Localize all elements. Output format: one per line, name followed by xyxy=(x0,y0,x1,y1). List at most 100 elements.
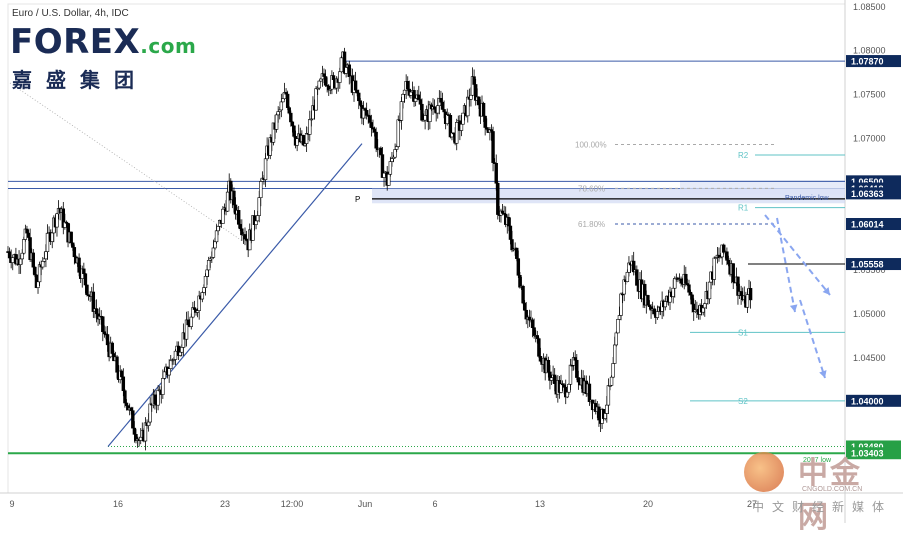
candle-body xyxy=(146,421,151,426)
price-level-box xyxy=(846,187,901,200)
candle-body xyxy=(603,413,607,419)
candle-body xyxy=(597,406,601,421)
price-tick-label: 1.08000 xyxy=(853,46,886,56)
candle-body xyxy=(703,303,707,309)
candle-body xyxy=(232,190,236,206)
candle-body xyxy=(353,80,358,91)
price-level-label: 1.05558 xyxy=(851,260,884,270)
price-level-label: 1.06363 xyxy=(851,189,884,199)
candle-body xyxy=(712,257,716,280)
candle-body xyxy=(129,407,133,411)
candle-body xyxy=(319,78,323,82)
price-level-label: 1.06500 xyxy=(851,177,884,187)
candle-body xyxy=(36,281,40,288)
price-level-label: 1.06014 xyxy=(851,220,884,230)
watermark-cn: 中文财经新媒体 xyxy=(752,500,893,514)
candle-body xyxy=(532,327,536,336)
candle-body xyxy=(110,342,114,354)
candle-body xyxy=(687,284,691,293)
candle-body xyxy=(374,131,378,149)
price-chart[interactable]: P R1 R2 S1 S2 100.00% 78.60% 61.80% Pandemic low… xyxy=(0,0,903,523)
annotation-pandemic-low: Pandemic low xyxy=(785,195,830,202)
candle-body xyxy=(279,101,284,111)
candle-body xyxy=(613,344,617,364)
dotted-trend-line xyxy=(9,82,246,244)
candle-body xyxy=(515,247,519,259)
logo-chinese: 嘉盛集团 xyxy=(12,68,148,92)
upper-zone xyxy=(680,181,845,195)
candle-body xyxy=(355,89,359,94)
candle-body xyxy=(225,191,230,212)
projection-arrowhead xyxy=(819,370,827,378)
candle-body xyxy=(344,67,348,74)
price-level-box xyxy=(846,55,901,68)
candle-body xyxy=(238,224,242,230)
candle-body xyxy=(575,359,579,378)
candle-body xyxy=(567,383,571,393)
candle-body xyxy=(101,316,105,333)
candle-body xyxy=(420,103,424,121)
candle-body xyxy=(521,285,525,304)
pivot-label-r1: R1 xyxy=(738,204,749,213)
candle-body xyxy=(7,251,12,259)
candle-body xyxy=(701,307,705,313)
candles xyxy=(6,47,753,451)
candle-body xyxy=(546,359,551,373)
candle-body xyxy=(535,335,540,339)
price-tick-label: 1.05500 xyxy=(853,265,886,275)
price-tick-label: 1.04500 xyxy=(853,353,886,363)
candle-body xyxy=(167,368,171,376)
forex-logo: FOREX.com xyxy=(10,22,196,62)
price-level-box xyxy=(846,394,901,407)
candle-body xyxy=(123,390,127,404)
candle-body xyxy=(432,106,437,110)
candle-body xyxy=(289,112,293,123)
candle-body xyxy=(255,215,260,222)
candle-body xyxy=(120,370,124,378)
logo-suffix: .com xyxy=(140,34,197,58)
candle-body xyxy=(214,230,219,243)
candle-body xyxy=(722,244,726,253)
candle-body xyxy=(42,258,47,262)
candle-body xyxy=(257,197,261,216)
candle-body xyxy=(508,225,513,240)
candle-body xyxy=(745,294,750,308)
candle-body xyxy=(162,371,167,379)
candle-body xyxy=(690,294,694,305)
candle-body xyxy=(379,147,383,155)
candle-body xyxy=(439,98,443,103)
candle-body xyxy=(510,239,514,251)
watermark: 中金网 CNGOLD.COM.CN 中文财经新媒体 xyxy=(742,448,892,535)
projection-arrow xyxy=(764,214,831,296)
annotation-2017-low: 2017 low xyxy=(803,457,832,464)
pivot-label-s1: S1 xyxy=(738,328,748,337)
time-axis: 9 16 23 12:00 Jun 6 13 20 27 xyxy=(9,499,757,509)
candle-body xyxy=(295,138,299,146)
time-tick-label: 13 xyxy=(535,499,545,509)
price-level-box xyxy=(846,218,901,231)
candle-body xyxy=(105,334,110,346)
candle-body xyxy=(587,383,592,402)
candle-body xyxy=(609,376,614,386)
candle-body xyxy=(568,364,573,385)
price-tick-label: 1.07000 xyxy=(853,133,886,143)
candle-body xyxy=(671,287,675,297)
candle-body xyxy=(549,377,554,381)
candle-body xyxy=(200,292,205,300)
candle-body xyxy=(347,64,351,77)
candle-body xyxy=(483,115,487,128)
candle-body xyxy=(41,261,45,268)
time-tick-label: 20 xyxy=(643,499,653,509)
candle-body xyxy=(418,99,423,105)
candle-body xyxy=(308,119,312,135)
candle-body xyxy=(481,102,486,117)
candle-body xyxy=(406,80,410,90)
candle-body xyxy=(203,276,208,288)
candle-body xyxy=(748,288,753,301)
projection-arrow xyxy=(776,217,796,313)
candle-body xyxy=(22,239,26,254)
candle-body xyxy=(314,88,318,111)
candle-body xyxy=(459,123,464,131)
candle-body xyxy=(491,131,495,163)
candle-body xyxy=(45,232,50,252)
